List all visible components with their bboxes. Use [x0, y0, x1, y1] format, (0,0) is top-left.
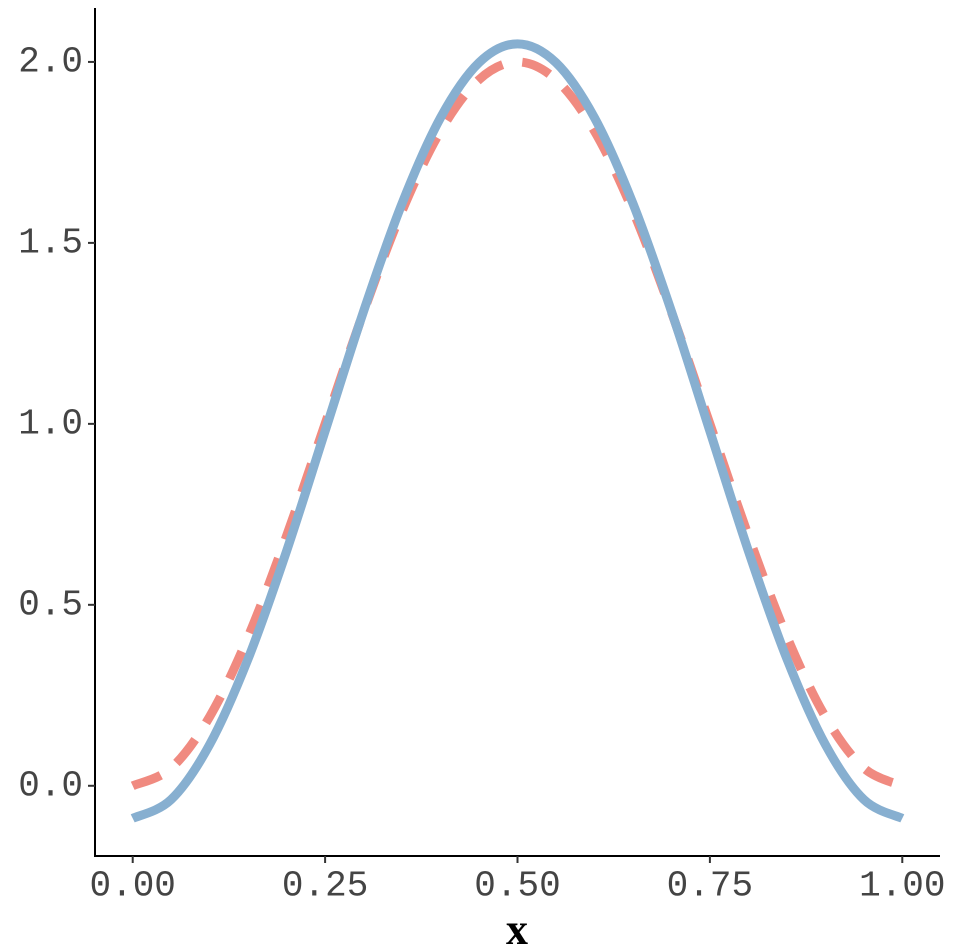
x-tick-label: 0.50	[474, 866, 560, 907]
x-axis-label: x	[506, 905, 528, 950]
y-tick-label: 1.0	[18, 403, 83, 444]
x-tick-label: 0.75	[667, 866, 753, 907]
y-tick-label: 1.5	[18, 222, 83, 263]
x-tick-label: 0.25	[282, 866, 368, 907]
line-series	[130, 39, 905, 823]
y-tick-label: 2.0	[18, 41, 83, 82]
y-tick-label: 0.0	[18, 765, 83, 806]
x-tick-label: 1.00	[859, 866, 945, 907]
x-tick-label: 0.00	[89, 866, 175, 907]
line-series	[130, 57, 905, 790]
y-tick-label: 0.5	[18, 584, 83, 625]
